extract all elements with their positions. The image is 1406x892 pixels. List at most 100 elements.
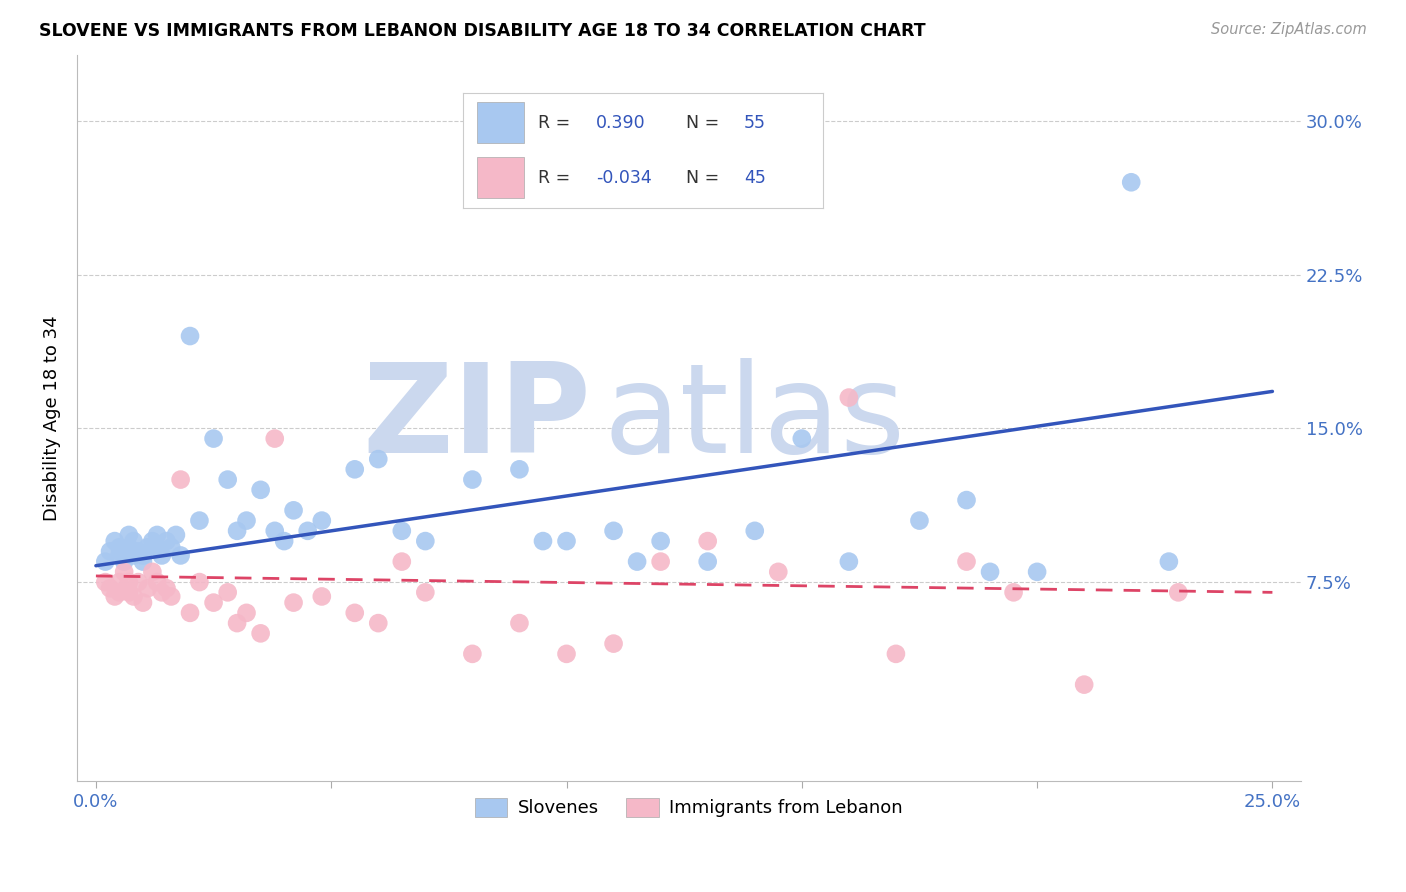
Point (136, 581, 159, 595)
Point (118, 528, 141, 542)
Point (132, 549, 155, 563)
Point (415, 585, 437, 599)
Point (263, 524, 285, 538)
Point (217, 473, 239, 487)
Point (108, 541, 131, 555)
Point (141, 534, 163, 549)
Point (104, 534, 127, 549)
Point (249, 483, 271, 497)
Point (188, 575, 211, 590)
Point (1002, 585, 1025, 599)
Point (1157, 555, 1180, 569)
Point (343, 462, 366, 476)
Point (150, 549, 173, 563)
Point (602, 524, 624, 538)
Point (650, 534, 672, 549)
Point (790, 432, 813, 446)
Point (98, 581, 121, 595)
Point (555, 647, 578, 661)
Point (226, 616, 249, 631)
Point (602, 637, 624, 651)
Point (461, 473, 484, 487)
Point (297, 524, 319, 538)
Point (696, 534, 718, 549)
Point (367, 616, 389, 631)
Point (150, 585, 173, 599)
Point (169, 473, 191, 487)
Point (122, 549, 145, 563)
Point (179, 606, 201, 620)
Point (1073, 678, 1095, 692)
Point (104, 590, 127, 604)
Point (391, 524, 413, 538)
Point (155, 581, 177, 595)
Point (155, 534, 177, 549)
Point (415, 534, 437, 549)
Point (249, 626, 271, 640)
Point (744, 524, 766, 538)
Point (696, 555, 718, 569)
Point (235, 606, 257, 620)
Text: ZIP: ZIP (363, 358, 591, 479)
Point (1167, 585, 1189, 599)
Point (108, 575, 131, 590)
Point (160, 590, 183, 604)
Point (202, 432, 225, 446)
Point (94, 555, 117, 569)
Point (179, 329, 201, 343)
Point (343, 606, 366, 620)
Point (160, 541, 183, 555)
Point (146, 575, 169, 590)
Point (508, 462, 530, 476)
Point (311, 514, 333, 528)
Point (127, 575, 149, 590)
Point (283, 596, 305, 610)
Text: SLOVENE VS IMMIGRANTS FROM LEBANON DISABILITY AGE 18 TO 34 CORRELATION CHART: SLOVENE VS IMMIGRANTS FROM LEBANON DISAB… (39, 22, 927, 40)
Point (165, 528, 187, 542)
Text: Source: ZipAtlas.com: Source: ZipAtlas.com (1211, 22, 1367, 37)
Point (768, 565, 790, 579)
Point (263, 432, 285, 446)
Point (169, 549, 191, 563)
Point (127, 544, 149, 558)
Point (955, 555, 977, 569)
Point (108, 549, 131, 563)
Point (650, 555, 672, 569)
Point (146, 541, 169, 555)
Point (226, 524, 249, 538)
Point (132, 596, 155, 610)
Point (94, 575, 117, 590)
Point (461, 647, 484, 661)
Point (146, 528, 169, 542)
Point (626, 555, 648, 569)
Point (367, 452, 389, 467)
Point (122, 534, 145, 549)
Point (112, 555, 135, 569)
Point (555, 534, 578, 549)
Point (1121, 175, 1143, 189)
Legend: Slovenes, Immigrants from Lebanon: Slovenes, Immigrants from Lebanon (465, 789, 912, 826)
Point (908, 514, 931, 528)
Point (311, 590, 333, 604)
Point (141, 565, 163, 579)
Point (122, 590, 145, 604)
Text: atlas: atlas (603, 358, 905, 479)
Point (108, 585, 131, 599)
Point (273, 534, 295, 549)
Point (112, 565, 135, 579)
Point (118, 575, 141, 590)
Point (136, 541, 159, 555)
Point (118, 541, 141, 555)
Point (508, 616, 530, 631)
Point (391, 555, 413, 569)
Point (188, 514, 211, 528)
Point (202, 596, 225, 610)
Point (884, 647, 907, 661)
Point (217, 585, 239, 599)
Point (838, 555, 860, 569)
Point (955, 493, 977, 508)
Point (132, 555, 155, 569)
Point (118, 585, 141, 599)
Point (283, 503, 305, 517)
Point (979, 565, 1001, 579)
